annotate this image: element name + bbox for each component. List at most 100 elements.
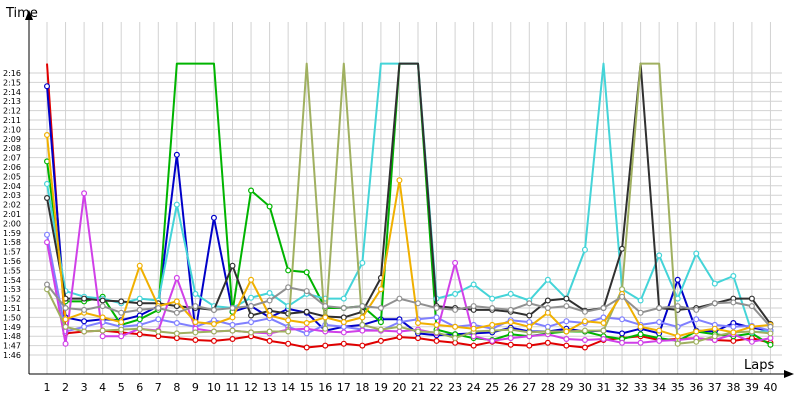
x-tick-label: 13 [263, 381, 277, 394]
data-point [674, 340, 681, 347]
data-point [544, 328, 551, 335]
x-tick-label: 17 [337, 381, 351, 394]
data-point [322, 325, 329, 332]
x-tick-label: 18 [355, 381, 369, 394]
data-point [656, 337, 663, 344]
data-point [322, 342, 329, 349]
data-point [489, 321, 496, 328]
data-point [340, 314, 347, 321]
data-point [619, 330, 626, 337]
x-tick-label: 23 [448, 381, 462, 394]
data-point [489, 337, 496, 344]
data-point [192, 337, 199, 344]
x-tick-label: 14 [281, 381, 295, 394]
data-point [99, 303, 106, 310]
x-tick-label: 22 [430, 381, 444, 394]
data-point [248, 303, 255, 310]
y-tick-label: 2:06 [3, 163, 21, 172]
data-point [136, 331, 143, 338]
data-point [377, 326, 384, 333]
data-point [99, 327, 106, 334]
y-tick-label: 2:00 [3, 219, 21, 228]
x-tick-label: 29 [559, 381, 573, 394]
data-point [248, 312, 255, 319]
y-tick-label: 2:10 [3, 125, 21, 134]
data-point [619, 286, 626, 293]
data-point [43, 195, 50, 202]
data-point [507, 335, 514, 342]
data-point [81, 295, 88, 302]
data-point [600, 320, 607, 327]
data-point [674, 333, 681, 340]
x-axis-arrow [784, 370, 794, 378]
x-tick-label: 40 [763, 381, 777, 394]
data-point [693, 250, 700, 257]
data-point [118, 333, 125, 340]
data-point [452, 290, 459, 297]
data-point [600, 336, 607, 343]
data-point [136, 300, 143, 307]
y-tick-label: 1:49 [3, 323, 21, 332]
data-point [656, 327, 663, 334]
data-point [470, 333, 477, 340]
data-point [507, 326, 514, 333]
tick-labels: 1:461:471:481:491:501:511:521:531:541:55… [3, 69, 777, 394]
data-point [303, 330, 310, 337]
data-point [136, 316, 143, 323]
data-point [155, 305, 162, 312]
series-line [46, 86, 771, 337]
data-point [303, 325, 310, 332]
data-point [173, 298, 180, 305]
x-tick-label: 24 [467, 381, 481, 394]
x-tick-label: 2 [62, 381, 69, 394]
data-point [693, 328, 700, 335]
data-point [619, 245, 626, 252]
data-point [248, 276, 255, 283]
data-point [693, 306, 700, 313]
data-point [136, 306, 143, 313]
data-point [396, 295, 403, 302]
data-point [415, 328, 422, 335]
data-point [544, 309, 551, 316]
data-point [173, 335, 180, 342]
data-point [136, 295, 143, 302]
series-line [46, 134, 771, 338]
series-10 [43, 281, 774, 330]
data-point [489, 327, 496, 334]
data-point [266, 328, 273, 335]
data-point [81, 328, 88, 335]
data-point [118, 309, 125, 316]
data-point [526, 342, 533, 349]
data-point [62, 323, 69, 330]
data-point [600, 327, 607, 334]
data-point [544, 297, 551, 304]
data-point [693, 338, 700, 345]
data-point [377, 286, 384, 293]
data-point [229, 314, 236, 321]
data-point [303, 344, 310, 351]
data-point [581, 318, 588, 325]
y-tick-label: 1:56 [3, 257, 21, 266]
data-point [43, 132, 50, 139]
series-line [46, 234, 771, 335]
data-point [43, 83, 50, 90]
data-point [433, 329, 440, 336]
data-point [285, 267, 292, 274]
y-tick-label: 2:09 [3, 135, 21, 144]
y-tick-label: 2:08 [3, 144, 21, 153]
data-point [359, 314, 366, 321]
y-tick-label: 2:05 [3, 172, 21, 181]
data-point [433, 314, 440, 321]
x-tick-label: 25 [485, 381, 499, 394]
y-axis-title: Time [5, 6, 38, 21]
data-point [81, 190, 88, 197]
data-point [303, 288, 310, 295]
data-point [581, 308, 588, 315]
data-point [266, 203, 273, 210]
data-point [118, 298, 125, 305]
data-point [173, 309, 180, 316]
data-point [452, 323, 459, 330]
series-line [46, 62, 771, 345]
data-point [248, 294, 255, 301]
data-point [340, 295, 347, 302]
